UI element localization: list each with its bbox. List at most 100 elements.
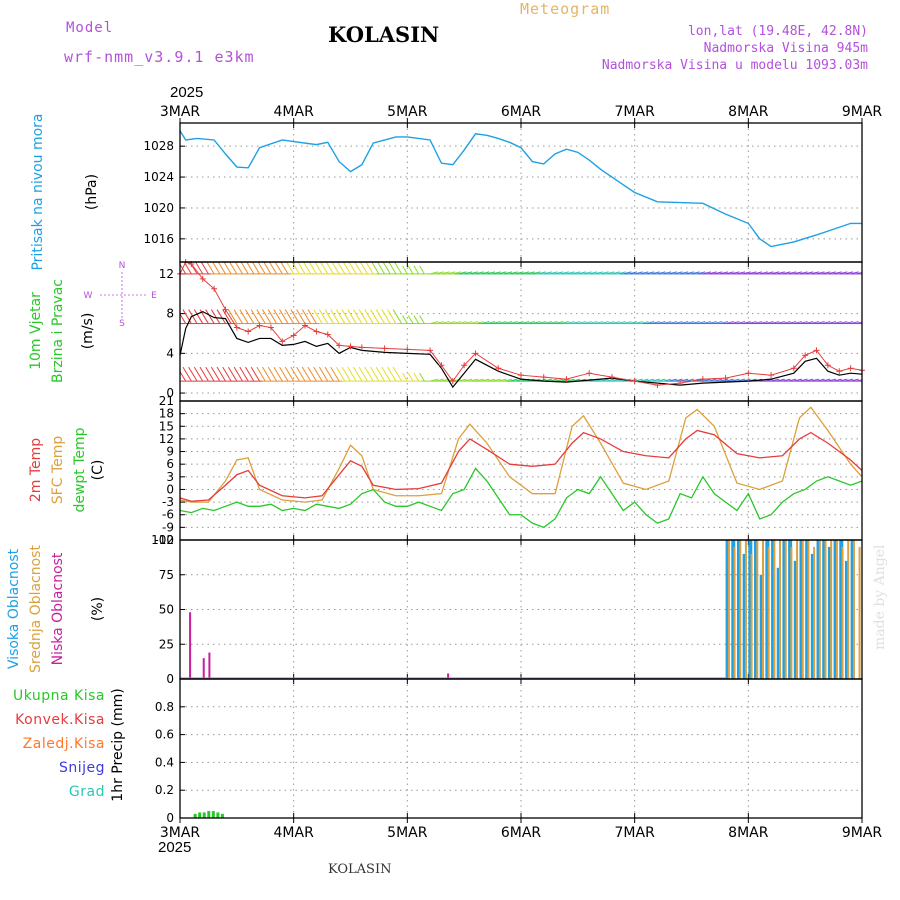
cloud-bar: [833, 540, 838, 679]
wind-gust-marker: [245, 328, 252, 335]
wind-barb: [262, 309, 272, 324]
cloud-axis-unit: (%): [90, 597, 106, 621]
temp-axis-name-3: dewpt Temp: [72, 427, 88, 512]
cloud-bar: [813, 546, 816, 679]
y-tick-label: 3: [166, 470, 174, 484]
wind-barb: [245, 366, 255, 382]
cloud-bar: [202, 658, 205, 679]
wind-barb: [402, 265, 408, 275]
temp-axis-name-2: SFC Temp: [50, 436, 66, 505]
cloud-bar: [822, 540, 827, 679]
wind-barbs-group: [180, 262, 862, 382]
wind-barb: [193, 309, 204, 324]
wind-barb: [413, 315, 420, 324]
cloud-bar: [850, 540, 855, 679]
cloud-bar: [852, 540, 855, 679]
cloud-bar: [731, 540, 736, 679]
cloud-bar: [796, 540, 799, 679]
wind-barb: [341, 309, 351, 324]
cloud-bar: [733, 546, 736, 679]
wind-barb: [233, 309, 243, 324]
wind-barb: [216, 366, 226, 382]
wind-barb: [180, 380, 181, 382]
wind-barb: [267, 366, 278, 382]
wind-barb: [284, 366, 295, 382]
wind-barb: [239, 309, 249, 324]
wind-barb: [370, 366, 380, 382]
x-tick-label-bottom: 6MAR: [501, 825, 542, 841]
compass-west: W: [84, 291, 93, 301]
y-tick-label: 0: [166, 386, 174, 400]
wind-barb: [402, 315, 408, 324]
wind-barb: [273, 309, 283, 324]
wind-gust-marker: [267, 324, 274, 331]
wind-gust-marker: [563, 376, 570, 383]
x-tick-label-bottom: 3MAR: [160, 825, 201, 841]
wind-barb: [407, 315, 414, 324]
x-tick-label-top: 9MAR: [842, 104, 883, 120]
wind-barb: [330, 366, 340, 382]
y-tick-label: 6: [166, 457, 174, 471]
y-tick-label: 0: [166, 482, 174, 496]
y-tick-label: 1028: [143, 139, 174, 153]
wind-gust-marker: [586, 370, 593, 377]
wind-barb: [180, 263, 187, 275]
wind-barb: [210, 309, 221, 324]
compass-north: N: [119, 261, 126, 271]
altitude-label: Nadmorska Visina 945m: [703, 41, 868, 56]
cloud-bar: [858, 546, 861, 679]
cloud-bar: [816, 540, 821, 679]
wind-gust-marker: [256, 322, 263, 329]
cloud-bar: [824, 540, 827, 679]
y-tick-label: 25: [159, 637, 174, 651]
wind-barb: [419, 315, 425, 324]
wind-barb: [370, 309, 380, 324]
wind-gust-marker: [768, 372, 775, 379]
wind-barb: [407, 372, 414, 382]
wind-barb: [239, 366, 249, 382]
wind-barb: [182, 366, 192, 382]
wind-barb: [262, 366, 272, 382]
cloud-bar: [759, 574, 764, 679]
wind-gust-marker: [324, 331, 331, 338]
cloud-bar: [784, 540, 787, 679]
wind-barb: [301, 309, 312, 324]
precip-axis-name: 1hr Precip (mm): [110, 688, 126, 801]
cloud-bar: [801, 540, 804, 679]
wind-barb: [861, 273, 862, 274]
compass-south: S: [119, 319, 125, 329]
y-tick-label: 4: [166, 346, 174, 360]
y-tick-label: 18: [159, 407, 174, 421]
wind-gust-marker: [438, 362, 445, 369]
y-tick-label: 0: [166, 672, 174, 686]
wind-gust-marker: [813, 347, 820, 354]
cloud-bar: [830, 540, 833, 679]
y-tick-label: 0: [166, 811, 174, 825]
cloud-bar: [727, 540, 730, 679]
cloud-bar: [835, 540, 838, 679]
cloud-bar: [799, 540, 804, 679]
compass-east: E: [151, 291, 157, 301]
wind-barb: [324, 309, 334, 324]
wind-barb: [250, 309, 260, 324]
cloud-bar: [810, 553, 815, 679]
x-tick-label-top: 6MAR: [501, 104, 542, 120]
cloud-bar: [807, 540, 810, 679]
compass-cross: [100, 272, 146, 318]
precip-bar: [193, 813, 197, 818]
wind-barb: [182, 309, 192, 324]
wind-barb: [233, 366, 243, 382]
wind-barb: [413, 372, 420, 382]
wind-axis-name-2: Brzina i Pravac: [50, 279, 66, 383]
y-tick-label: -12: [154, 533, 174, 547]
y-tick-label: 15: [159, 419, 174, 433]
y-tick-label: -9: [162, 520, 174, 534]
y-tick-label: 1016: [143, 232, 174, 246]
wind-gust-marker: [347, 343, 354, 350]
cloud-bar: [844, 560, 849, 679]
wind-gust-marker: [654, 382, 661, 389]
cloud-bar: [776, 567, 781, 679]
wind-barb: [358, 309, 368, 324]
lonlat-label: lon,lat (19.48E, 42.8N): [687, 24, 868, 39]
